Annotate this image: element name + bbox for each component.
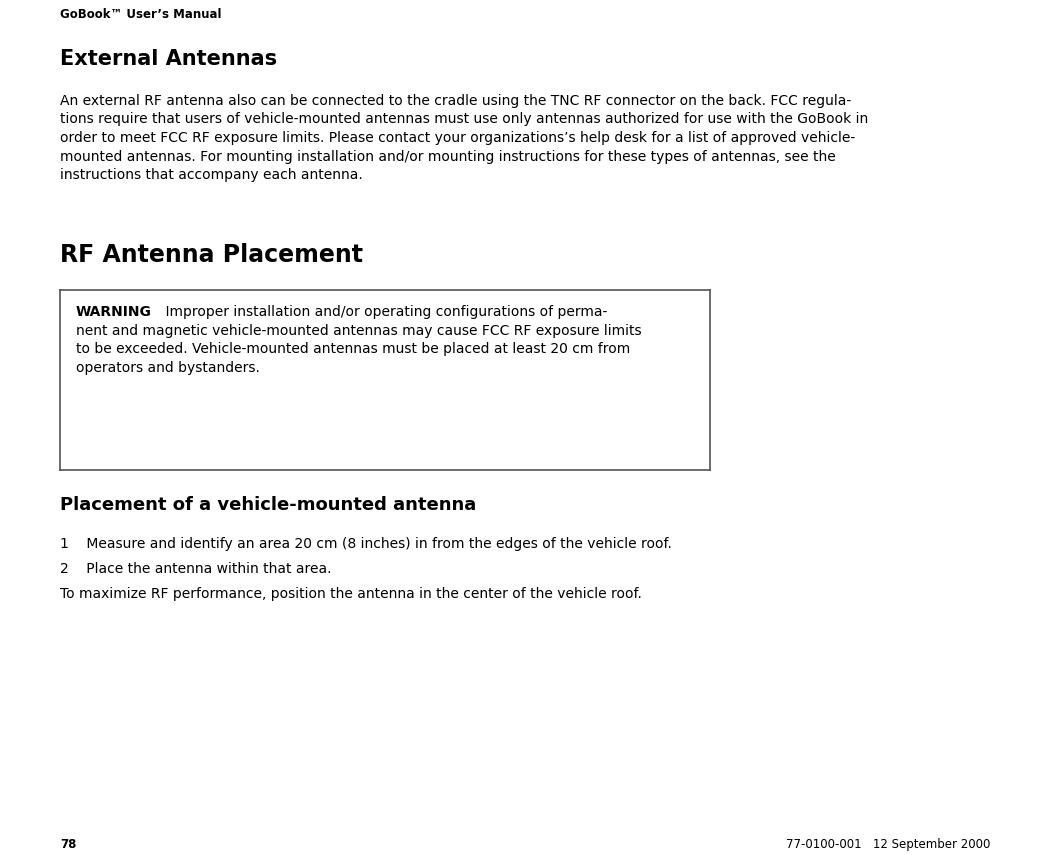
- Text: 2    Place the antenna within that area.: 2 Place the antenna within that area.: [60, 562, 332, 576]
- Text: Placement of a vehicle-mounted antenna: Placement of a vehicle-mounted antenna: [60, 496, 477, 514]
- Text: operators and bystanders.: operators and bystanders.: [76, 361, 260, 374]
- Text: GoBook™ User’s Manual: GoBook™ User’s Manual: [60, 8, 222, 21]
- Text: tions require that users of vehicle-mounted antennas must use only antennas auth: tions require that users of vehicle-moun…: [60, 113, 868, 127]
- Text: mounted antennas. For mounting installation and/or mounting instructions for the: mounted antennas. For mounting installat…: [60, 150, 836, 163]
- Text: RF Antenna Placement: RF Antenna Placement: [60, 243, 363, 267]
- Text: order to meet FCC RF exposure limits. Please contact your organizations’s help d: order to meet FCC RF exposure limits. Pl…: [60, 131, 856, 145]
- Text: 1    Measure and identify an area 20 cm (8 inches) in from the edges of the vehi: 1 Measure and identify an area 20 cm (8 …: [60, 537, 672, 551]
- Text: External Antennas: External Antennas: [60, 49, 277, 69]
- Text: 78: 78: [60, 838, 77, 851]
- Text: 77-0100-001   12 September 2000: 77-0100-001 12 September 2000: [785, 838, 990, 851]
- Text: to be exceeded. Vehicle-mounted antennas must be placed at least 20 cm from: to be exceeded. Vehicle-mounted antennas…: [76, 342, 630, 356]
- Text: An external RF antenna also can be connected to the cradle using the TNC RF conn: An external RF antenna also can be conne…: [60, 94, 852, 108]
- Text: To maximize RF performance, position the antenna in the center of the vehicle ro: To maximize RF performance, position the…: [60, 587, 642, 601]
- Text: Improper installation and/or operating configurations of perma-: Improper installation and/or operating c…: [148, 305, 607, 319]
- Text: nent and magnetic vehicle-mounted antennas may cause FCC RF exposure limits: nent and magnetic vehicle-mounted antenn…: [76, 323, 642, 338]
- Text: instructions that accompany each antenna.: instructions that accompany each antenna…: [60, 168, 362, 182]
- Text: WARNING: WARNING: [76, 305, 152, 319]
